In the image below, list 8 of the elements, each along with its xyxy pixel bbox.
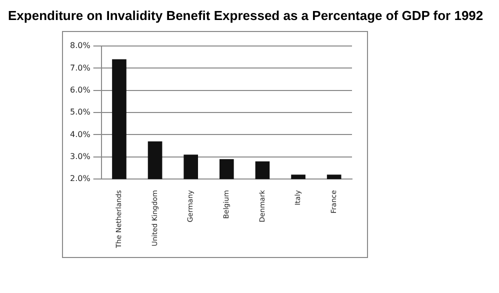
y-tick-label: 8.0% [70,41,91,50]
y-tick-label: 3.0% [70,152,91,161]
chart-title: Expenditure on Invalidity Benefit Expressed as a Percentage of GDP for 1992 [8,8,484,23]
y-tick-label: 2.0% [70,174,91,184]
y-tick-label: 7.0% [70,63,91,72]
y-tick-label: 4.0% [70,130,91,139]
y-tick-label: 5.0% [70,108,91,117]
y-tick-label: 6.0% [70,85,91,94]
